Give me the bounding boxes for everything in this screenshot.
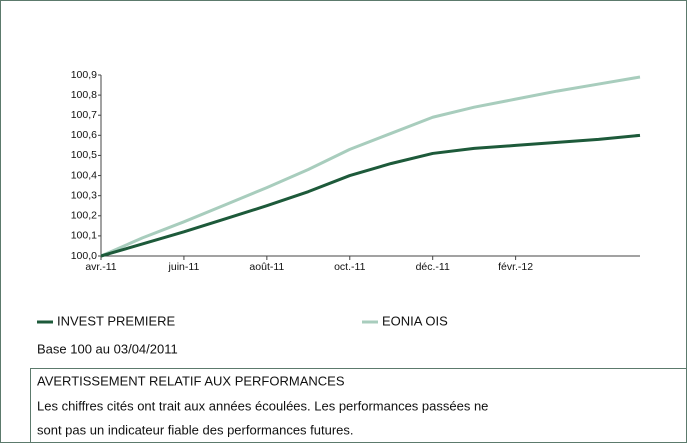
y-tick-label: 100,7 (71, 109, 97, 121)
y-tick-label: 100,2 (71, 210, 97, 222)
warning-title: AVERTISSEMENT RELATIF AUX PERFORMANCES (37, 373, 345, 388)
x-tick-label: août-11 (249, 261, 284, 273)
y-tick-label: 100,4 (71, 169, 97, 181)
x-tick-label: oct.-11 (334, 261, 365, 273)
y-tick-label: 100,6 (71, 129, 97, 141)
x-tick-label: juin-11 (168, 261, 200, 273)
x-tick-label: avr.-11 (85, 261, 116, 273)
y-tick-label: 100,0 (71, 250, 97, 262)
legend-label: INVEST PREMIERE (57, 313, 176, 328)
x-tick-label: févr.-12 (498, 261, 533, 273)
series-line (100, 75, 641, 258)
y-tick-label: 100,1 (71, 230, 97, 242)
y-tick-label: 100,9 (71, 69, 97, 81)
x-tick-label: déc.-11 (416, 261, 450, 273)
legend-label: EONIA OIS (382, 313, 448, 328)
series-line (100, 133, 641, 258)
warning-text: sont pas un indicateur fiable des perfor… (37, 422, 354, 437)
note: Base 100 au 03/04/2011 (37, 341, 178, 356)
y-tick-label: 100,8 (71, 89, 97, 101)
warning-text: Les chiffres cités ont trait aux années … (37, 398, 488, 413)
y-tick-label: 100,5 (71, 149, 97, 161)
y-tick-label: 100,3 (71, 189, 97, 201)
